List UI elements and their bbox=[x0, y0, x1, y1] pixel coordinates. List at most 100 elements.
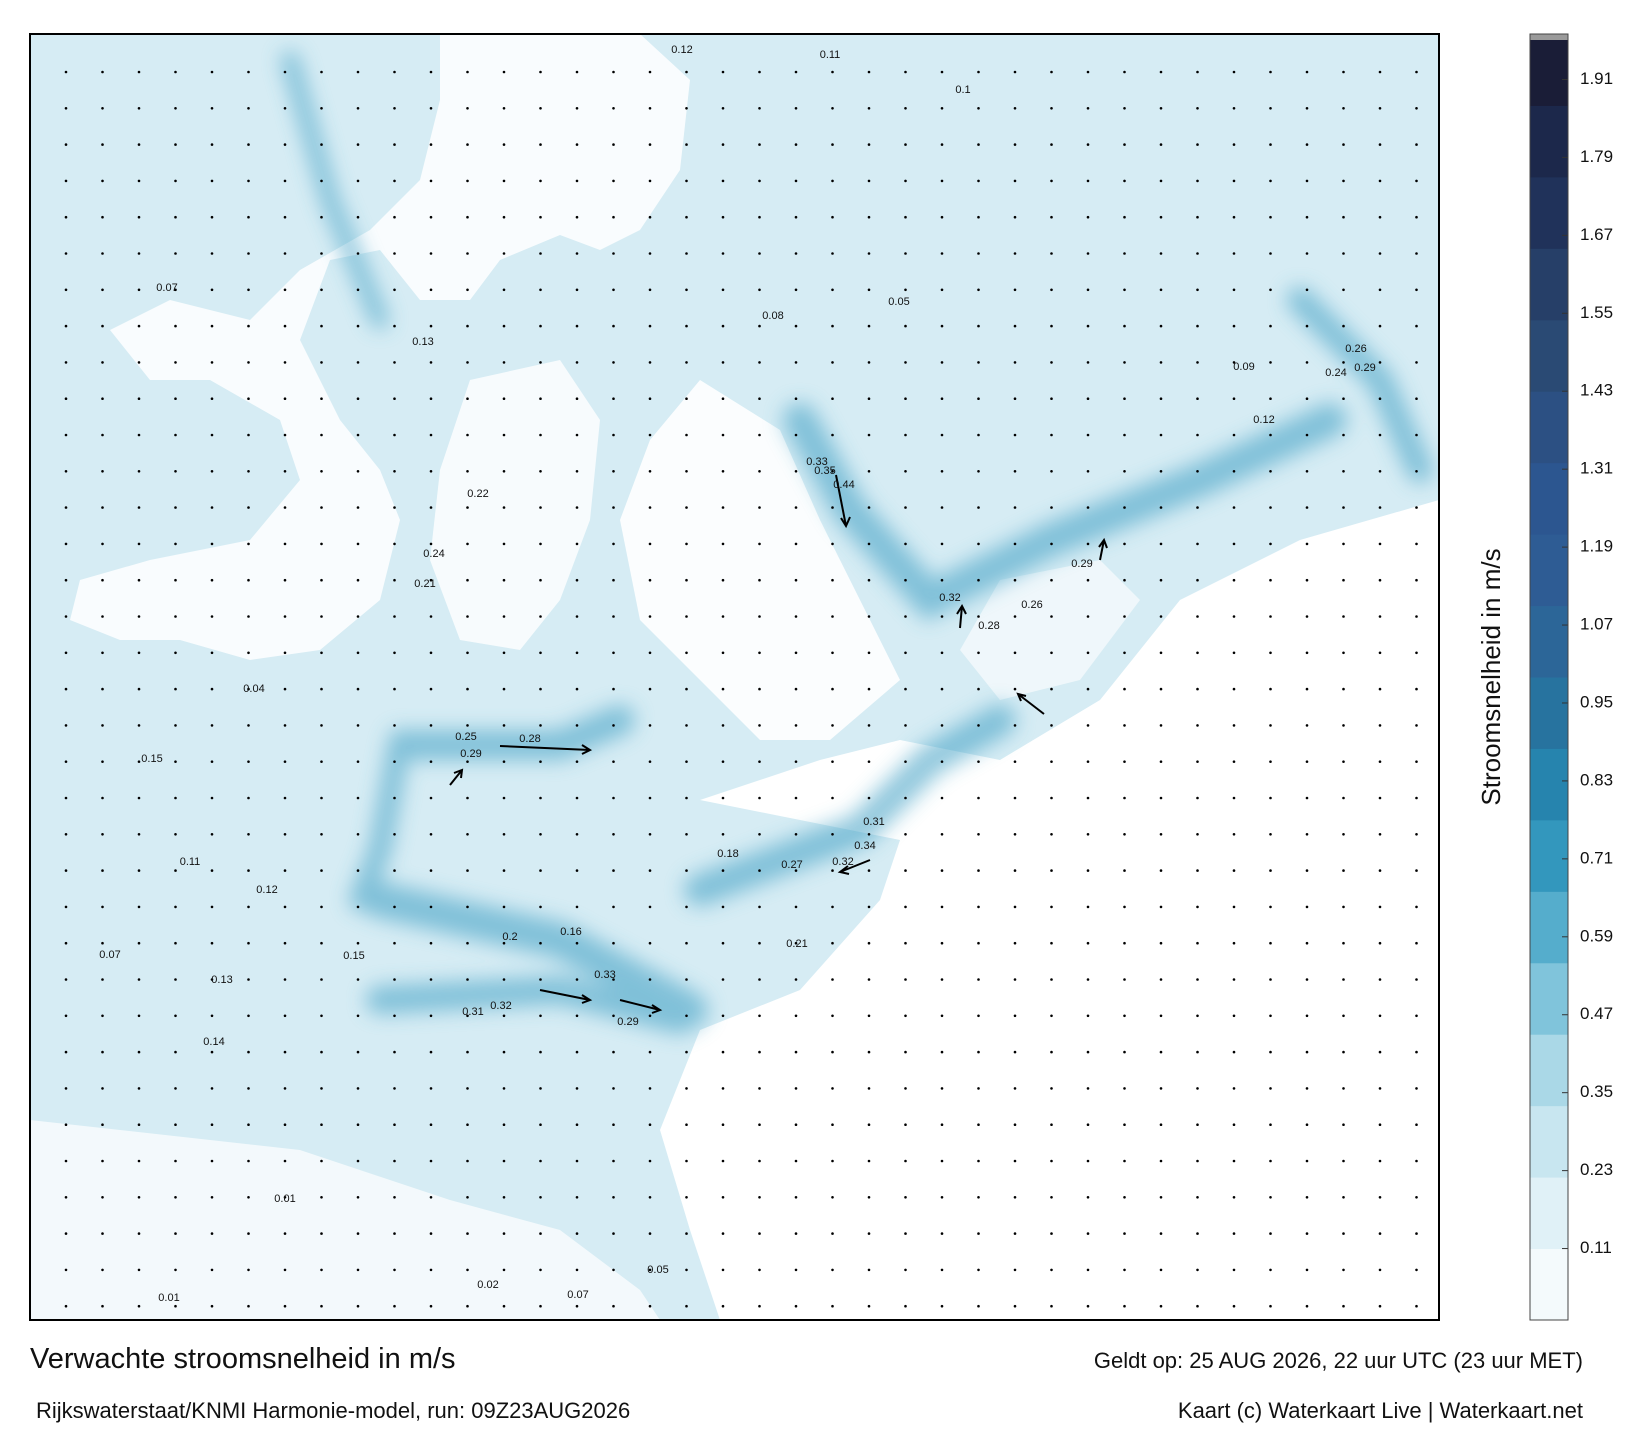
grid-dot bbox=[1086, 1050, 1090, 1054]
grid-dot bbox=[101, 324, 104, 328]
grid-dot bbox=[1159, 288, 1163, 292]
grid-dot bbox=[1342, 1304, 1345, 1308]
grid-dot bbox=[1013, 905, 1017, 909]
grid-dot bbox=[794, 215, 798, 219]
grid-dot bbox=[794, 760, 798, 763]
grid-dot bbox=[101, 578, 104, 582]
grid-dot bbox=[904, 615, 907, 618]
grid-dot bbox=[466, 542, 469, 546]
grid-dot bbox=[429, 1232, 433, 1235]
grid-dot bbox=[1196, 361, 1199, 364]
grid-dot bbox=[721, 1087, 725, 1090]
grid-dot bbox=[1232, 651, 1236, 655]
speed-label: 0.12 bbox=[671, 44, 692, 56]
grid-dot bbox=[612, 578, 615, 582]
grid-dot bbox=[904, 1014, 907, 1018]
colorbar-tick-label: 0.95 bbox=[1580, 692, 1613, 711]
grid-dot bbox=[648, 433, 652, 437]
grid-dot bbox=[283, 905, 287, 909]
grid-dot bbox=[904, 1050, 907, 1054]
speed-label: 0.1 bbox=[955, 84, 970, 96]
grid-dot bbox=[612, 542, 615, 546]
grid-dot bbox=[1378, 978, 1382, 981]
grid-dot bbox=[174, 1050, 177, 1054]
grid-dot bbox=[904, 833, 907, 836]
grid-dot bbox=[466, 215, 469, 219]
grid-dot bbox=[831, 978, 834, 981]
grid-dot bbox=[977, 1196, 980, 1199]
grid-dot bbox=[174, 324, 177, 328]
grid-dot bbox=[867, 687, 871, 691]
grid-dot bbox=[1159, 905, 1163, 909]
grid-dot bbox=[466, 578, 469, 582]
grid-dot bbox=[867, 506, 871, 509]
grid-dot bbox=[1342, 324, 1345, 328]
grid-dot bbox=[1013, 470, 1017, 473]
grid-dot bbox=[867, 324, 871, 328]
grid-dot bbox=[1050, 1196, 1053, 1199]
grid-dot bbox=[1050, 651, 1053, 655]
grid-dot bbox=[502, 1268, 506, 1272]
grid-dot bbox=[685, 615, 688, 618]
grid-dot bbox=[1196, 1014, 1199, 1018]
grid-dot bbox=[867, 1087, 871, 1090]
grid-dot bbox=[210, 470, 214, 473]
grid-dot bbox=[1415, 542, 1418, 546]
grid-dot bbox=[1123, 615, 1126, 618]
grid-dot bbox=[1415, 1304, 1418, 1308]
colorbar-tick-label: 1.55 bbox=[1580, 303, 1613, 322]
grid-dot bbox=[1305, 324, 1309, 328]
grid-dot bbox=[648, 905, 652, 909]
grid-dot bbox=[210, 687, 214, 691]
grid-dot bbox=[1159, 506, 1163, 509]
grid-dot bbox=[831, 397, 834, 401]
grid-dot bbox=[1013, 70, 1017, 74]
grid-dot bbox=[612, 760, 615, 763]
grid-dot bbox=[1159, 1087, 1163, 1090]
grid-dot bbox=[575, 252, 579, 255]
grid-dot bbox=[758, 1268, 761, 1272]
grid-dot bbox=[1013, 179, 1017, 183]
grid-dot bbox=[1013, 1268, 1017, 1272]
grid-dot bbox=[1378, 941, 1382, 945]
speed-label: 0.33 bbox=[594, 969, 615, 981]
speed-label: 0.32 bbox=[832, 856, 853, 868]
grid-dot bbox=[1086, 651, 1090, 655]
grid-dot bbox=[831, 433, 834, 437]
grid-dot bbox=[1378, 215, 1382, 219]
grid-dot bbox=[210, 1087, 214, 1090]
grid-dot bbox=[356, 506, 360, 509]
grid-dot bbox=[283, 615, 287, 618]
grid-dot bbox=[1269, 288, 1272, 292]
grid-dot bbox=[794, 1087, 798, 1090]
grid-dot bbox=[1159, 1050, 1163, 1054]
grid-dot bbox=[1013, 288, 1017, 292]
grid-dot bbox=[1269, 215, 1272, 219]
grid-dot bbox=[1269, 1268, 1272, 1272]
grid-dot bbox=[1086, 1087, 1090, 1090]
grid-dot bbox=[247, 1232, 250, 1235]
grid-dot bbox=[940, 1123, 944, 1126]
grid-dot bbox=[1305, 433, 1309, 437]
grid-dot bbox=[539, 687, 542, 691]
grid-dot bbox=[1086, 107, 1090, 110]
grid-dot bbox=[904, 470, 907, 473]
grid-dot bbox=[794, 1159, 798, 1163]
grid-dot bbox=[612, 1123, 615, 1126]
grid-dot bbox=[977, 1304, 980, 1308]
grid-dot bbox=[940, 941, 944, 945]
grid-dot bbox=[320, 978, 323, 981]
grid-dot bbox=[648, 107, 652, 110]
grid-dot bbox=[1196, 70, 1199, 74]
grid-dot bbox=[210, 397, 214, 401]
grid-dot bbox=[612, 1087, 615, 1090]
grid-dot bbox=[283, 941, 287, 945]
grid-dot bbox=[283, 215, 287, 219]
grid-dot bbox=[1305, 760, 1309, 763]
grid-dot bbox=[794, 542, 798, 546]
grid-dot bbox=[904, 215, 907, 219]
grid-dot bbox=[1269, 1196, 1272, 1199]
grid-dot bbox=[1050, 578, 1053, 582]
grid-dot bbox=[1196, 869, 1199, 872]
grid-dot bbox=[101, 869, 104, 872]
